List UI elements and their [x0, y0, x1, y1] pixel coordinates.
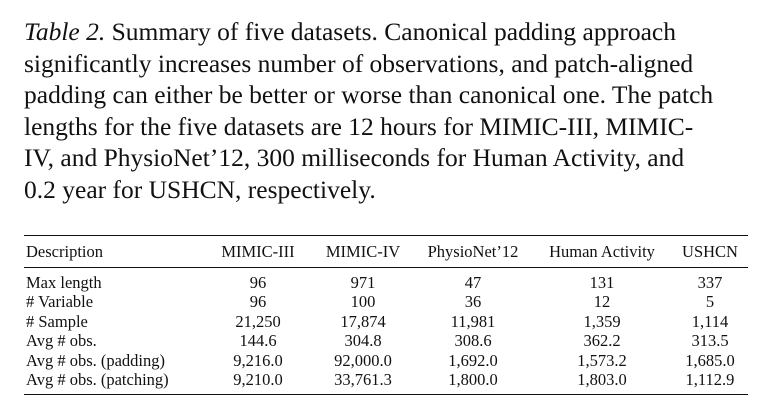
table-cell: 1,803.0	[577, 370, 627, 389]
table-cell: 5	[705, 292, 715, 311]
table-row: Avg # obs. (padding) 9,216.0 92,000.0 1,…	[24, 351, 748, 371]
table-header: Description MIMIC-III MIMIC-IV PhysioNet…	[24, 235, 748, 267]
table-cell: 33,761.3	[334, 370, 392, 389]
table-cell: 96	[249, 292, 267, 311]
caption-line-2: significantly increases number of observ…	[24, 48, 694, 78]
table-cell: 304.8	[344, 331, 382, 350]
table-cell: 144.6	[239, 331, 277, 350]
table-cell: 337	[697, 272, 723, 292]
table-cell: 1,685.0	[685, 350, 735, 370]
table-body: Max length 96 971 47 131 337 # Variable …	[24, 267, 748, 394]
header-ushcn: USHCN	[682, 242, 738, 261]
table-cell: 9,216.0	[233, 350, 283, 370]
table-cell: 1,359	[583, 311, 621, 331]
table-cell: 100	[350, 292, 376, 311]
row-label: Avg # obs. (patching)	[26, 370, 169, 389]
row-label: # Sample	[26, 311, 88, 331]
row-label: Max length	[26, 272, 102, 292]
row-label: Avg # obs.	[26, 331, 97, 350]
header-physionet12: PhysioNet’12	[427, 242, 519, 261]
caption-line-6: 0.2 year for USHCN, respectively.	[24, 174, 376, 204]
table-cell: 1,112.9	[685, 370, 735, 389]
table-cell: 1,573.2	[577, 350, 627, 370]
caption-line-4: lengths for the five datasets are 12 hou…	[24, 111, 694, 141]
header-human-activity: Human Activity	[549, 242, 655, 261]
caption-line-3: padding can either be better or worse th…	[24, 80, 714, 109]
table-cell: 362.2	[583, 331, 621, 350]
table-row: Avg # obs. 144.6 304.8 308.6 362.2 313.5	[24, 331, 748, 351]
table-cell: 313.5	[691, 331, 729, 350]
header-mimic-iii: MIMIC-III	[221, 242, 295, 261]
table-cell: 971	[350, 272, 376, 292]
table-cell: 47	[464, 272, 482, 292]
table-cell: 12	[593, 292, 611, 311]
table-cell: 9,210.0	[233, 370, 283, 389]
caption-label: Table 2.	[24, 17, 106, 46]
header-mimic-iv: MIMIC-IV	[325, 242, 401, 261]
table-cell: 308.6	[454, 331, 492, 350]
table-row: # Variable 96 100 36 12 5	[24, 292, 748, 312]
table-cell: 17,874	[340, 311, 386, 331]
table-cell: 131	[589, 272, 615, 292]
table-cell: 11,981	[450, 311, 496, 331]
row-label: # Variable	[26, 292, 94, 311]
table-cell: 36	[464, 292, 482, 311]
table-cell: 1,114	[691, 311, 729, 331]
caption-line-1: Table 2. Summary of five datasets. Canon…	[24, 16, 748, 48]
caption-text-1: Summary of five datasets. Canonical padd…	[105, 17, 676, 46]
table-row: # Sample 21,250 17,874 11,981 1,359 1,11…	[24, 312, 748, 332]
table-cell: 96	[249, 272, 267, 292]
table-caption: Table 2. Summary of five datasets. Canon…	[24, 16, 748, 205]
table-cell: 1,800.0	[448, 370, 498, 389]
row-label: Avg # obs. (padding)	[26, 350, 166, 370]
table-row: Avg # obs. (patching) 9,210.0 33,761.3 1…	[24, 370, 748, 394]
header-row: Description MIMIC-III MIMIC-IV PhysioNet…	[24, 235, 748, 267]
table-cell: 92,000.0	[334, 350, 392, 370]
datasets-summary-table: Description MIMIC-III MIMIC-IV PhysioNet…	[24, 235, 748, 395]
header-description: Description	[26, 242, 103, 261]
table-cell: 21,250	[235, 311, 281, 331]
table-cell: 1,692.0	[448, 350, 498, 370]
caption-line-5: IV, and PhysioNet’12, 300 milliseconds f…	[24, 143, 685, 172]
table-row: Max length 96 971 47 131 337	[24, 267, 748, 292]
